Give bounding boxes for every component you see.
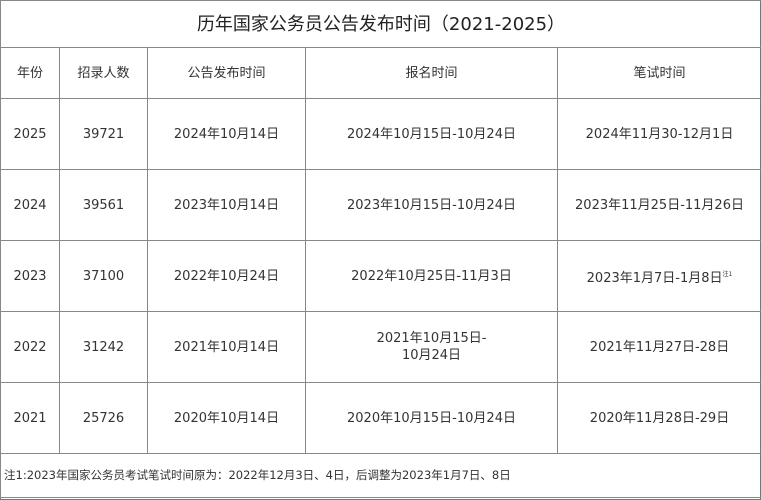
exam-cell-text: 2021年11月27日-28日 xyxy=(589,339,730,355)
exam-cell: 2020年11月28日-29日 xyxy=(556,382,761,454)
year-cell: 2022 xyxy=(0,311,60,383)
announce-cell-text: 2022年10月24日 xyxy=(173,268,280,284)
register-cell-text: 2023年10月15日-10月24日 xyxy=(347,197,516,213)
year-cell: 2024 xyxy=(0,169,60,241)
count-cell-text: 37100 xyxy=(82,268,125,284)
announce-cell: 2023年10月14日 xyxy=(147,169,306,241)
count-cell: 37100 xyxy=(59,240,148,312)
exam-cell-text: 2023年11月25日-11月26日 xyxy=(575,197,744,213)
year-cell-text: 2021 xyxy=(13,410,47,426)
announce-cell: 2020年10月14日 xyxy=(147,382,306,454)
register-cell-text: 2024年10月15日-10月24日 xyxy=(347,126,516,142)
register-cell: 2020年10月15日-10月24日 xyxy=(305,382,558,454)
announce-cell: 2021年10月14日 xyxy=(147,311,306,383)
table-row: 2021 25726 2020年10月14日 2020年10月15日-10月24日 20… xyxy=(0,382,761,454)
exam-cell: 2024年11月30-12月1日 xyxy=(556,98,761,170)
header-count: 招录人数 xyxy=(59,47,148,99)
year-cell-text: 2023 xyxy=(13,268,47,284)
header-register: 报名时间 xyxy=(305,47,558,99)
announce-cell: 2024年10月14日 xyxy=(147,98,306,170)
footnote-marker: 注1 xyxy=(722,270,733,278)
count-cell-text: 25726 xyxy=(82,410,125,426)
register-cell-text: 2022年10月25日-11月3日 xyxy=(351,268,512,284)
exam-cell-text: 2023年1月7日-1月8日 xyxy=(586,270,723,286)
year-cell: 2023 xyxy=(0,240,60,312)
announce-cell-text: 2021年10月14日 xyxy=(173,339,280,355)
announce-cell: 2022年10月24日 xyxy=(147,240,306,312)
count-cell-text: 39561 xyxy=(82,197,125,213)
header-announce: 公告发布时间 xyxy=(147,47,306,99)
header-year: 年份 xyxy=(0,47,60,99)
year-cell-text: 2022 xyxy=(13,339,47,355)
count-cell: 25726 xyxy=(59,382,148,454)
count-cell: 39721 xyxy=(59,98,148,170)
count-cell: 39561 xyxy=(59,169,148,241)
register-cell: 2024年10月15日-10月24日 xyxy=(305,98,558,170)
count-cell: 31242 xyxy=(59,311,148,383)
year-cell: 2025 xyxy=(0,98,60,170)
announce-cell-text: 2020年10月14日 xyxy=(173,410,280,426)
table-title: 历年国家公务员公告发布时间（2021-2025） xyxy=(0,0,761,48)
register-cell: 2022年10月25日-11月3日 xyxy=(305,240,558,312)
header-exam: 笔试时间 xyxy=(556,47,761,99)
table-row: 2022 31242 2021年10月14日 2021年10月15日- 10月24日 2… xyxy=(0,311,761,383)
year-cell-text: 2024 xyxy=(13,197,47,213)
count-cell-text: 31242 xyxy=(82,339,125,355)
table-row: 2025 39721 2024年10月14日 2024年10月15日-10月24日 20… xyxy=(0,98,761,170)
register-cell: 2023年10月15日-10月24日 xyxy=(305,169,558,241)
year-cell-text: 2025 xyxy=(13,126,47,142)
exam-cell: 2023年11月25日-11月26日 xyxy=(556,169,761,241)
footnote: 注1:2023年国家公务员考试笔试时间原为：2022年12月3日、4日，后调整为… xyxy=(0,453,761,498)
register-cell-text: 2021年10月15日- 10月24日 xyxy=(376,331,487,363)
exam-cell: 2023年1月7日-1月8日注1 xyxy=(556,240,761,312)
table-row: 2024 39561 2023年10月14日 2023年10月15日-10月24日 20… xyxy=(0,169,761,241)
announce-cell-text: 2023年10月14日 xyxy=(173,197,280,213)
exam-cell-text: 2020年11月28日-29日 xyxy=(589,410,730,426)
exam-cell-text: 2024年11月30-12月1日 xyxy=(585,126,734,142)
year-cell: 2021 xyxy=(0,382,60,454)
register-cell: 2021年10月15日- 10月24日 xyxy=(305,311,558,383)
exam-cell: 2021年11月27日-28日 xyxy=(556,311,761,383)
table-row: 2023 37100 2022年10月24日 2022年10月25日-11月3日 202… xyxy=(0,240,761,312)
announce-cell-text: 2024年10月14日 xyxy=(173,126,280,142)
register-cell-text: 2020年10月15日-10月24日 xyxy=(347,410,516,426)
count-cell-text: 39721 xyxy=(82,126,125,142)
